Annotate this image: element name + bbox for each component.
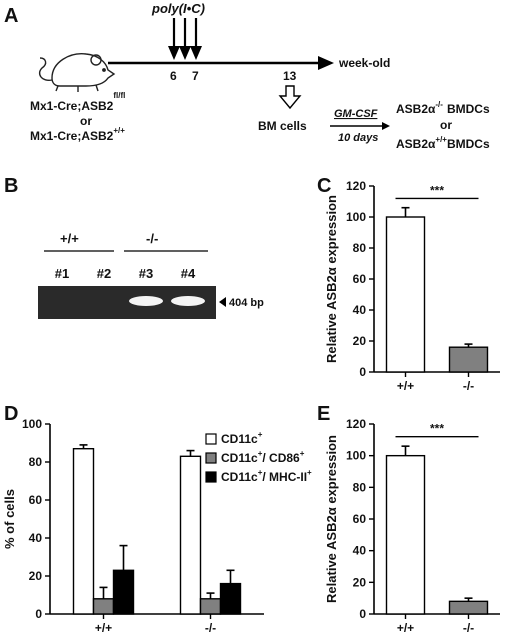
chart-d: 0 20 40 60 80 100 % of cells +/+ -/- CD11c+ CD11c+… (2, 417, 312, 632)
gel-lane-label: #4 (181, 266, 196, 281)
legend-label: CD11c+ (221, 430, 263, 446)
output-or: or (440, 118, 452, 132)
legend-label: CD11c+/ MHC-II+ (221, 468, 312, 484)
x-tick-label: +/+ (397, 379, 414, 393)
output-wt: ASB2α+/+BMDCs (396, 135, 490, 151)
panel-label-d: D (4, 403, 18, 425)
y-tick-label: 20 (29, 569, 43, 583)
bar (112, 569, 135, 615)
y-tick-label: 20 (353, 334, 367, 348)
y-tick-label: 0 (359, 607, 366, 621)
bm-cells-label: BM cells (258, 119, 307, 133)
tick-label-6: 6 (170, 69, 177, 83)
gel-bands (129, 296, 205, 306)
y-axis-label: % of cells (2, 489, 17, 549)
gel-band (171, 296, 205, 306)
bar (448, 600, 489, 615)
x-tick-label: -/- (205, 621, 216, 632)
y-tick-label: 40 (353, 303, 367, 317)
genotype-floxed: Mx1-Cre;ASB2fl/fl (30, 91, 125, 113)
genotype-or: or (80, 114, 92, 128)
bar (199, 598, 222, 615)
y-tick-label: 40 (353, 544, 367, 558)
panel-label-a: A (4, 5, 18, 27)
significance-label: *** (430, 183, 444, 197)
y-tick-label: 40 (29, 531, 43, 545)
x-tick-label: -/- (463, 621, 474, 632)
x-tick-label: -/- (463, 379, 474, 393)
y-tick-label: 100 (346, 210, 366, 224)
bar (219, 582, 242, 615)
bar (72, 448, 95, 615)
bar (92, 598, 115, 615)
gel-lane-label: #3 (139, 266, 153, 281)
band-size-label: 404 bp (229, 297, 264, 309)
y-tick-label: 60 (353, 512, 367, 526)
gel-lane-labels: #1 #2 #3 #4 (55, 266, 196, 281)
y-tick-label: 80 (353, 480, 367, 494)
treatment-label: poly(I•C) (151, 1, 205, 16)
y-tick-label: 120 (346, 179, 366, 193)
x-tick-label: +/+ (397, 621, 414, 632)
y-tick-label: 60 (29, 493, 43, 507)
culture-arrowhead (382, 122, 390, 130)
harvest-arrow-icon (278, 85, 302, 110)
timeline-arrowhead (318, 56, 334, 70)
gel-group-wt: +/+ (60, 231, 79, 246)
y-tick-label: 120 (346, 417, 366, 431)
y-tick-label: 0 (35, 607, 42, 621)
timeline-unit-label: week-old (338, 56, 390, 70)
gel-lane-label: #2 (97, 266, 111, 281)
tick-label-7: 7 (192, 69, 199, 83)
culture-time-label: 10 days (338, 132, 378, 144)
y-tick-label: 0 (359, 365, 366, 379)
bar (179, 455, 202, 615)
significance-label: *** (430, 422, 444, 436)
y-tick-label: 20 (353, 575, 367, 589)
panel-label-c: C (317, 175, 331, 197)
legend-swatch (205, 452, 217, 464)
panel-label-e: E (317, 403, 330, 425)
culture-factor-label: GM-CSF (334, 108, 378, 120)
y-axis-label: Relative ASB2α expression (324, 435, 339, 603)
legend-label: CD11c+/ CD86+ (221, 449, 305, 465)
tick-label-13: 13 (283, 69, 297, 83)
x-tick-label: +/+ (95, 621, 112, 632)
chart-c: 0 20 40 60 80 100 120 Relative ASB2α expression… (324, 179, 500, 393)
injection-arrows (168, 18, 202, 60)
legend-swatch (205, 471, 217, 483)
band-pointer-icon (219, 297, 226, 307)
legend-swatch (205, 433, 217, 445)
gel-group-ko: -/- (146, 231, 158, 246)
chart-e: 0 20 40 60 80 100 120 Relative ASB2α expression… (324, 417, 500, 632)
y-tick-label: 60 (353, 272, 367, 286)
output-ko: ASB2α-/- BMDCs (396, 100, 490, 116)
y-tick-label: 80 (29, 455, 43, 469)
panel-label-b: B (4, 175, 18, 197)
y-tick-label: 100 (22, 417, 42, 431)
gel-band (129, 296, 163, 306)
bar (385, 216, 426, 373)
genotype-wildtype: Mx1-Cre;ASB2+/+ (30, 126, 125, 143)
gel-lane-label: #1 (55, 266, 69, 281)
y-tick-label: 100 (346, 449, 366, 463)
mouse-icon (38, 53, 116, 92)
bar (448, 346, 489, 373)
bar (385, 454, 426, 615)
y-axis-label: Relative ASB2α expression (324, 195, 339, 363)
y-tick-label: 80 (353, 241, 367, 255)
